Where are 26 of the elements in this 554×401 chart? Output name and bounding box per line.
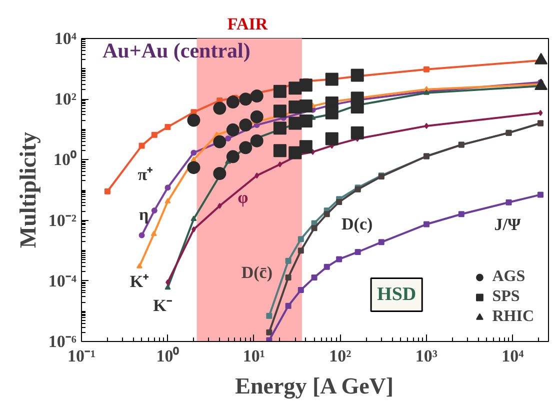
series-label: D(c) [342, 214, 373, 234]
series-label: J/Ψ [494, 215, 522, 234]
band-label: FAIR [227, 14, 268, 34]
legend-label: SPS [492, 288, 520, 306]
y-tick-label: 10⁻⁴ [48, 271, 77, 290]
x-tick-label: 10⁴ [502, 346, 524, 366]
series-label: K⁻ [153, 296, 172, 316]
x-tick-label: 10¹ [242, 346, 266, 366]
y-axis-title: Multiplicity [15, 131, 40, 248]
series-label: φ [238, 188, 249, 208]
x-tick-label: 10² [329, 346, 352, 366]
y-tick-label: 10⁻² [48, 210, 77, 230]
annotation: HSD [377, 284, 416, 306]
series-label: K⁺ [130, 272, 150, 291]
x-tick-label: 10⁰ [156, 346, 180, 366]
y-tick-label: 10⁰ [54, 150, 76, 170]
legend-label: AGS [492, 268, 526, 286]
x-tick-label: 10³ [415, 346, 438, 366]
legend-label: RHIC [492, 308, 534, 326]
annotation: Au+Au (central) [102, 38, 250, 63]
y-tick-label: 10² [54, 90, 77, 109]
x-axis-title: Energy [A GeV] [235, 374, 394, 400]
series-label: D(c̄) [241, 263, 272, 282]
y-tick-label: 10⁴ [54, 29, 77, 48]
series-label: η [138, 204, 149, 224]
series-label: π⁺ [138, 164, 154, 184]
